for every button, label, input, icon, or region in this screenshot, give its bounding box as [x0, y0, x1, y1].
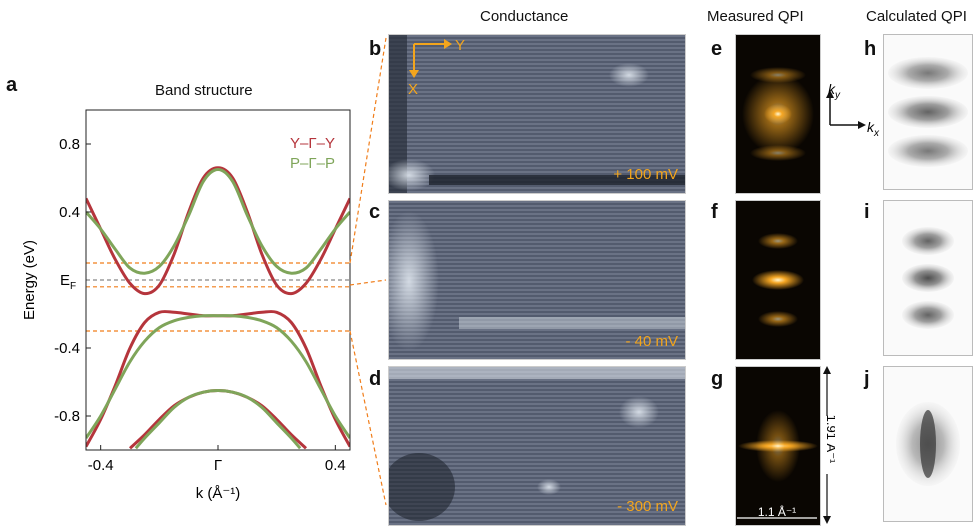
band-lines [86, 166, 350, 450]
scale-down-arrow-icon [823, 516, 831, 524]
panel-label-g: g [711, 368, 724, 390]
conductance-heading: Conductance [480, 8, 569, 25]
calculated-qpi-j [883, 366, 973, 522]
connector-b [349, 37, 387, 264]
scan-y-label: Y [455, 37, 465, 54]
scan-x-label: X [408, 81, 418, 98]
panel-label-a: a [6, 74, 18, 96]
vertical-scale-label: 1.91 Å⁻¹ [824, 415, 835, 464]
k-axes: ky kx [826, 81, 880, 139]
connector-c [349, 279, 387, 286]
voltage-label-b: + 100 mV [613, 166, 678, 183]
panel-label-e: e [711, 38, 723, 60]
connector-lines [349, 37, 387, 506]
calculated-qpi-h [883, 34, 973, 190]
vertical-scale-label-bg [821, 416, 833, 474]
y-tick-label-1: -0.4 [54, 340, 80, 357]
measured-qpi-f [735, 200, 821, 360]
ky-label: ky [828, 81, 841, 101]
conductance-map-c [388, 200, 686, 360]
panel-label-b: b [369, 38, 382, 60]
calculated-qpi-i [883, 200, 973, 356]
band-curve-4 [86, 314, 350, 439]
scale-up-arrow-icon [823, 366, 831, 374]
band-curve-1 [86, 309, 350, 448]
panel-label-f: f [711, 201, 718, 223]
conductance-map-b [388, 34, 686, 194]
ky-arrowhead-icon [826, 90, 834, 98]
measured-qpi-e [735, 34, 821, 194]
voltage-label-c: - 40 mV [625, 333, 678, 350]
panel-label-j: j [864, 368, 870, 390]
legend-item-y-gamma-y: Y–Γ–Y [290, 135, 335, 152]
scan-axes: Y X [408, 37, 465, 98]
x-tick-label-0: -0.4 [88, 457, 114, 474]
kx-arrowhead-icon [858, 121, 866, 129]
calculated-qpi-heading: Calculated QPI [866, 8, 967, 25]
conductance-map-d [388, 366, 686, 526]
kx-label: kx [867, 119, 880, 139]
y-tick-label-0: -0.8 [54, 408, 80, 425]
panel-label-d: d [369, 368, 382, 390]
horizontal-scale-label: 1.1 Å⁻¹ [758, 504, 796, 519]
y-tick-label-3: 0.8 [59, 136, 80, 153]
band-structure-heading: Band structure [155, 82, 253, 99]
panel-label-h: h [864, 38, 877, 60]
connector-d [349, 330, 387, 506]
x-axis-label: k (Å⁻¹) [196, 485, 241, 502]
axis-ticks: -0.8 -0.4 0.4 0.8 -0.4 Γ 0.4 [54, 136, 346, 474]
band-curve-5 [134, 388, 302, 450]
legend-item-p-gamma-p: P–Γ–P [290, 155, 335, 172]
y-axis-label: Energy (eV) [21, 240, 38, 320]
x-tick-label-2: 0.4 [325, 457, 346, 474]
x-tick-label-1: Γ [214, 457, 222, 474]
voltage-label-d: - 300 mV [617, 498, 678, 515]
band-curve-2 [128, 388, 308, 450]
band-structure-chart: -0.8 -0.4 0.4 0.8 -0.4 Γ 0.4 Energy (eV) k (Å⁻… [21, 109, 351, 502]
ef-tick-label: EF [60, 272, 76, 292]
measured-qpi-g [735, 366, 821, 526]
band-curve-0 [86, 166, 350, 296]
measured-qpi-heading: Measured QPI [707, 8, 804, 25]
y-tick-label-2: 0.4 [59, 204, 80, 221]
panel-label-i: i [864, 201, 870, 223]
y-arrowhead-icon [444, 39, 452, 49]
panel-label-c: c [369, 201, 381, 223]
band-curve-3 [86, 167, 350, 275]
x-arrowhead-icon [409, 70, 419, 78]
scale-bars: 1.91 Å⁻¹ 1.1 Å⁻¹ [737, 366, 835, 524]
